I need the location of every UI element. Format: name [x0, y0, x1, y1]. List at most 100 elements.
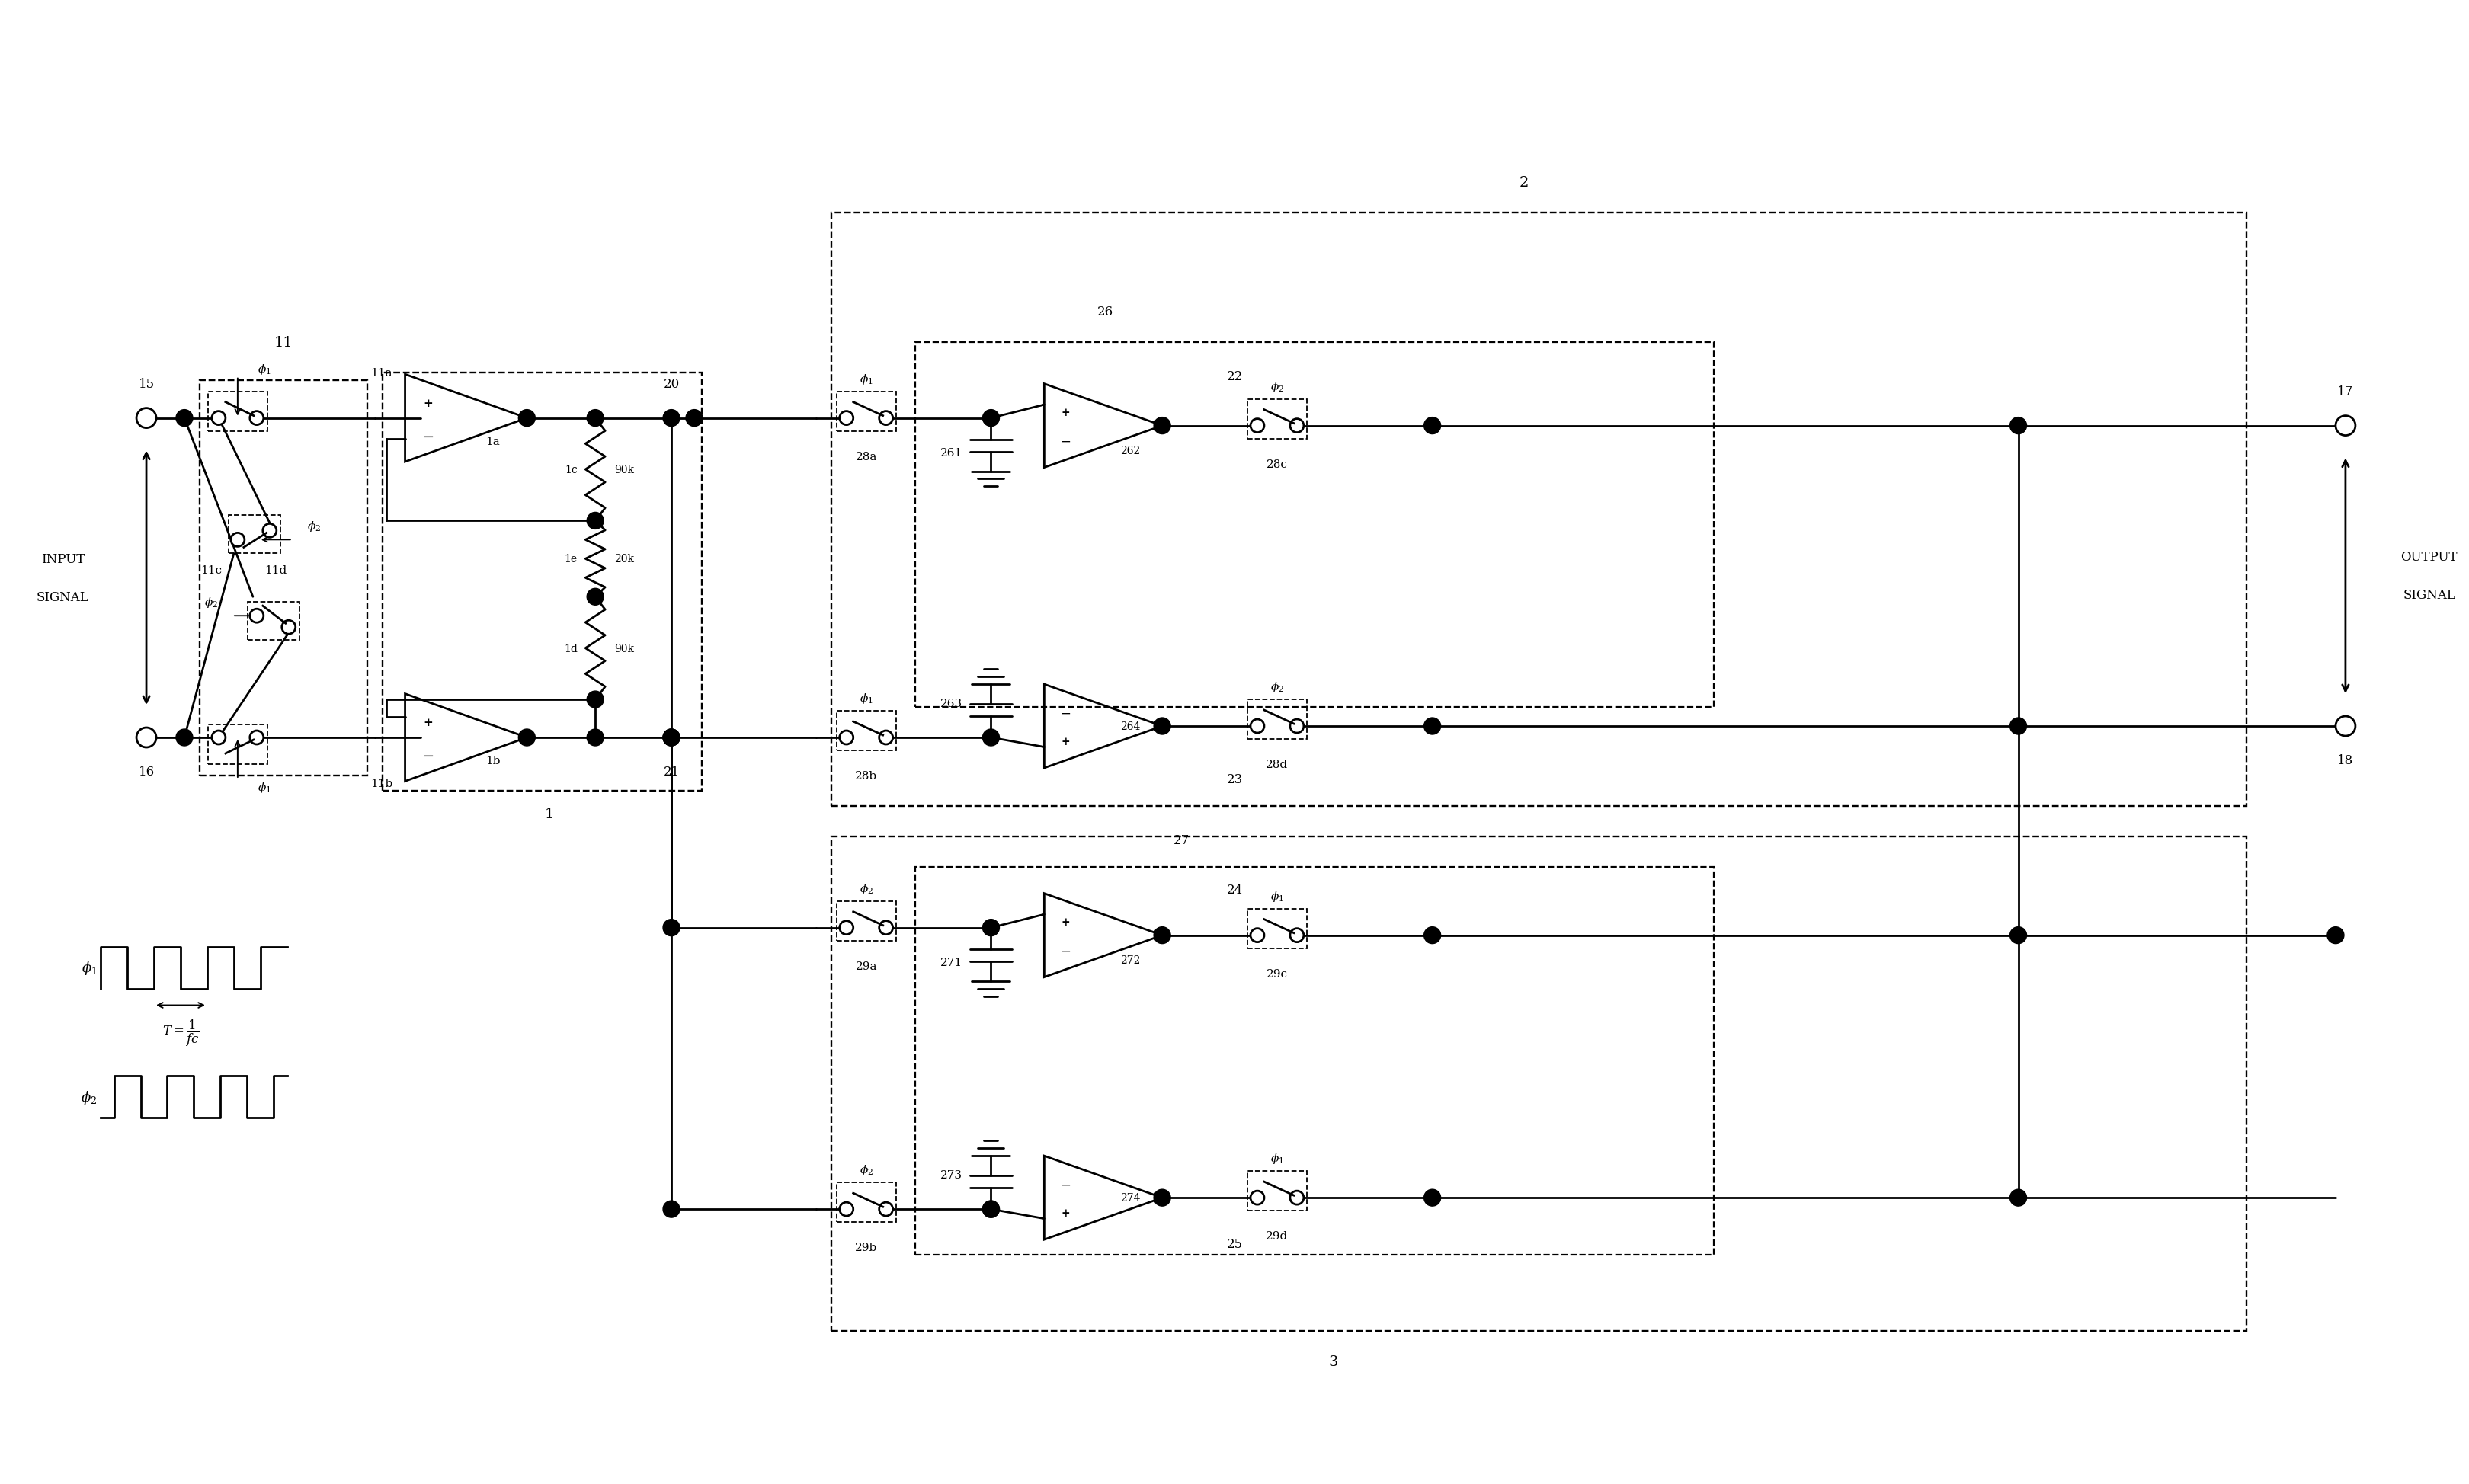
- Text: $\phi_1$: $\phi_1$: [859, 372, 872, 386]
- Text: 11b: 11b: [370, 778, 393, 789]
- Circle shape: [588, 692, 602, 708]
- Circle shape: [175, 730, 193, 746]
- Text: 23: 23: [1227, 773, 1242, 787]
- Circle shape: [1425, 718, 1439, 735]
- Circle shape: [2010, 417, 2027, 435]
- Circle shape: [249, 732, 264, 745]
- Text: 11c: 11c: [200, 565, 222, 576]
- Bar: [207, 392, 267, 432]
- Bar: [383, 372, 701, 791]
- Text: $\phi_2$: $\phi_2$: [205, 595, 217, 610]
- Text: $-$: $-$: [1059, 706, 1072, 720]
- Text: 11d: 11d: [264, 565, 286, 576]
- Text: $\phi_1$: $\phi_1$: [859, 692, 872, 705]
- Text: 1e: 1e: [565, 554, 578, 564]
- Circle shape: [588, 589, 602, 605]
- Text: 261: 261: [941, 447, 963, 459]
- Text: $\phi_2$: $\phi_2$: [1269, 680, 1284, 693]
- Bar: [247, 603, 299, 641]
- Text: 28d: 28d: [1267, 760, 1289, 770]
- Text: 28b: 28b: [854, 770, 876, 781]
- Text: 90k: 90k: [615, 643, 635, 654]
- Circle shape: [686, 410, 701, 427]
- Circle shape: [879, 732, 894, 745]
- Circle shape: [1249, 720, 1264, 733]
- Text: 272: 272: [1121, 954, 1141, 965]
- Bar: [837, 392, 896, 432]
- Text: $\phi_1$: $\phi_1$: [257, 781, 272, 794]
- Bar: [832, 214, 2247, 806]
- Text: 262: 262: [1121, 445, 1141, 456]
- Text: $\phi_2$: $\phi_2$: [1269, 380, 1284, 393]
- Text: 264: 264: [1121, 721, 1141, 732]
- Text: 26: 26: [1096, 306, 1114, 319]
- Circle shape: [1289, 420, 1304, 433]
- Circle shape: [662, 730, 679, 746]
- Text: +: +: [1062, 917, 1069, 928]
- Bar: [837, 1183, 896, 1223]
- Bar: [1247, 700, 1306, 739]
- Circle shape: [1249, 1192, 1264, 1205]
- Circle shape: [588, 410, 602, 427]
- Circle shape: [212, 732, 225, 745]
- Text: $\phi_1$: $\phi_1$: [81, 960, 96, 976]
- Bar: [230, 516, 279, 554]
- Text: 29b: 29b: [854, 1242, 876, 1252]
- Circle shape: [983, 1201, 1000, 1217]
- Circle shape: [839, 411, 852, 426]
- Text: 273: 273: [941, 1169, 963, 1180]
- Bar: [837, 711, 896, 751]
- Text: $-$: $-$: [1059, 1178, 1072, 1190]
- Text: $\phi_2$: $\phi_2$: [859, 881, 874, 895]
- Text: 1d: 1d: [563, 643, 578, 654]
- Text: 11a: 11a: [370, 368, 393, 378]
- Text: 1: 1: [546, 807, 553, 821]
- Text: 29d: 29d: [1267, 1230, 1289, 1241]
- Circle shape: [136, 408, 156, 429]
- Text: 25: 25: [1227, 1238, 1242, 1250]
- Text: 22: 22: [1227, 370, 1242, 383]
- Text: 1c: 1c: [565, 464, 578, 475]
- Text: $T=\dfrac{1}{fc}$: $T=\dfrac{1}{fc}$: [163, 1018, 200, 1048]
- Text: 17: 17: [2336, 386, 2353, 398]
- Circle shape: [1425, 1190, 1439, 1206]
- Text: 11: 11: [274, 335, 294, 349]
- Circle shape: [588, 730, 602, 746]
- Text: 15: 15: [138, 378, 156, 390]
- Circle shape: [1153, 1190, 1170, 1206]
- Circle shape: [983, 410, 1000, 427]
- Text: 274: 274: [1121, 1193, 1141, 1204]
- Circle shape: [230, 533, 244, 548]
- Circle shape: [2010, 1190, 2027, 1206]
- Circle shape: [879, 1202, 894, 1215]
- Circle shape: [1289, 929, 1304, 942]
- Circle shape: [839, 922, 852, 935]
- Circle shape: [983, 1201, 1000, 1217]
- Bar: [1247, 908, 1306, 948]
- Circle shape: [2326, 928, 2343, 944]
- Text: 263: 263: [941, 699, 963, 709]
- Text: +: +: [422, 398, 432, 408]
- Circle shape: [1289, 720, 1304, 733]
- Text: $\phi_1$: $\phi_1$: [1269, 1152, 1284, 1165]
- Text: 29a: 29a: [854, 960, 876, 971]
- Circle shape: [136, 729, 156, 748]
- Circle shape: [249, 411, 264, 426]
- Circle shape: [1153, 718, 1170, 735]
- Circle shape: [662, 730, 679, 746]
- Text: OUTPUT: OUTPUT: [2400, 551, 2457, 564]
- Circle shape: [212, 411, 225, 426]
- Circle shape: [662, 1201, 679, 1217]
- Bar: [914, 343, 1713, 708]
- Circle shape: [2010, 928, 2027, 944]
- Text: 271: 271: [941, 957, 963, 968]
- Circle shape: [2010, 718, 2027, 735]
- Circle shape: [662, 920, 679, 936]
- Text: 28a: 28a: [854, 451, 876, 462]
- Text: +: +: [1062, 736, 1069, 746]
- Circle shape: [281, 620, 296, 635]
- Text: +: +: [1062, 1208, 1069, 1218]
- Text: 24: 24: [1227, 883, 1242, 896]
- Text: $-$: $-$: [1059, 944, 1072, 957]
- Circle shape: [518, 730, 536, 746]
